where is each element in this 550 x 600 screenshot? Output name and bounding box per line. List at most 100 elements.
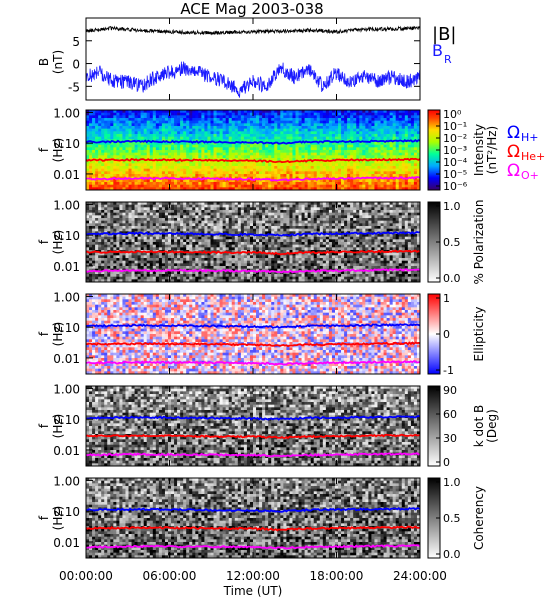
intensity-cell (392, 155, 397, 159)
intensity-cell (341, 118, 345, 121)
intensity-cell (98, 123, 102, 127)
polarization-cell (143, 228, 148, 232)
intensity-cell (280, 163, 284, 167)
intensity-cell (416, 115, 421, 119)
intensity-cell (89, 184, 93, 188)
intensity-cell (122, 128, 126, 132)
intensity-cell (198, 123, 202, 127)
intensity-cell (219, 160, 223, 164)
intensity-cell (164, 174, 169, 177)
intensity-cell (192, 174, 196, 177)
polarization-cell (101, 218, 105, 221)
intensity-cell (125, 160, 129, 164)
polarization-cell (161, 271, 166, 275)
intensity-cell (116, 166, 120, 169)
intensity-cell (149, 174, 154, 177)
intensity-cell (213, 139, 217, 143)
intensity-cell (204, 126, 208, 129)
intensity-cell (265, 166, 269, 169)
intensity-cell (362, 182, 366, 185)
intensity-cell (207, 179, 211, 183)
intensity-cell (386, 123, 390, 127)
intensity-cell (265, 118, 269, 121)
intensity-cell (177, 163, 181, 167)
polarization-cell (101, 234, 105, 237)
intensity-cell (347, 150, 351, 153)
intensity-cell (298, 163, 302, 167)
intensity-cell (322, 168, 327, 172)
intensity-cell (216, 118, 220, 121)
polarization-cell (207, 234, 211, 237)
polarization-cell (167, 226, 172, 229)
polarization-cell (189, 274, 193, 277)
intensity-cell (283, 134, 287, 137)
intensity-cell (283, 115, 287, 119)
polarization-cell (210, 202, 214, 205)
intensity-cell (216, 179, 220, 183)
intensity-cell (386, 184, 390, 188)
intensity-cell (171, 163, 175, 167)
polarization-cell (198, 215, 202, 219)
polarization-cell (167, 207, 172, 211)
intensity-cell (192, 166, 196, 169)
intensity-cell (164, 163, 169, 167)
legend-b-r: B (432, 41, 443, 60)
intensity-cell (407, 126, 412, 129)
intensity-cell (380, 120, 384, 124)
intensity-cell (213, 182, 217, 185)
polarization-cell (231, 252, 236, 256)
polarization-cell (201, 212, 205, 216)
intensity-cell (122, 112, 126, 116)
intensity-cell (110, 171, 114, 175)
intensity-cell (186, 171, 190, 175)
polarization-cell (213, 263, 217, 267)
intensity-cell (137, 171, 141, 175)
polarization-panel: 1.000.100.01f (Hz)1.00.50.0% Polarization (37, 198, 486, 285)
intensity-cell (143, 155, 148, 159)
intensity-cell (322, 142, 327, 145)
polarization-cell (177, 252, 181, 256)
intensity-cell (167, 120, 172, 124)
polarization-cell (204, 234, 208, 237)
intensity-cell (219, 142, 223, 145)
polarization-cell (228, 268, 233, 272)
polarization-cell (246, 271, 251, 275)
intensity-cell (359, 123, 363, 127)
polarization-cell (89, 250, 93, 253)
intensity-cell (210, 136, 214, 140)
intensity-cell (313, 187, 318, 191)
polarization-cell (204, 231, 208, 235)
polarization-cell (137, 263, 141, 267)
intensity-cell (407, 166, 412, 169)
polarization-cell (140, 215, 144, 219)
intensity-cell (222, 142, 226, 145)
intensity-cell (204, 131, 208, 135)
intensity-cell (322, 123, 327, 127)
polarization-cell (180, 263, 184, 267)
intensity-cell (222, 112, 226, 116)
intensity-cell (313, 144, 318, 148)
intensity-cell (331, 136, 336, 140)
polarization-cell (246, 236, 251, 240)
intensity-cell (274, 112, 278, 116)
intensity-cell (216, 182, 220, 185)
intensity-cell (116, 128, 120, 132)
polarization-cell (143, 276, 148, 280)
intensity-cell (122, 123, 126, 127)
intensity-cell (143, 134, 148, 137)
intensity-cell (344, 168, 348, 172)
intensity-cell (116, 112, 120, 116)
intensity-cell (171, 179, 175, 183)
polarization-cell (89, 223, 93, 227)
intensity-cell (371, 112, 375, 116)
polarization-cell (240, 215, 245, 219)
intensity-cell (161, 160, 166, 164)
intensity-cell (201, 131, 205, 135)
intensity-cell (368, 136, 372, 140)
intensity-cell (107, 179, 111, 183)
intensity-cell (177, 147, 181, 151)
intensity-cell (304, 158, 308, 161)
intensity-cell (213, 115, 217, 119)
intensity-cell (295, 123, 299, 127)
intensity-cell (107, 123, 111, 127)
